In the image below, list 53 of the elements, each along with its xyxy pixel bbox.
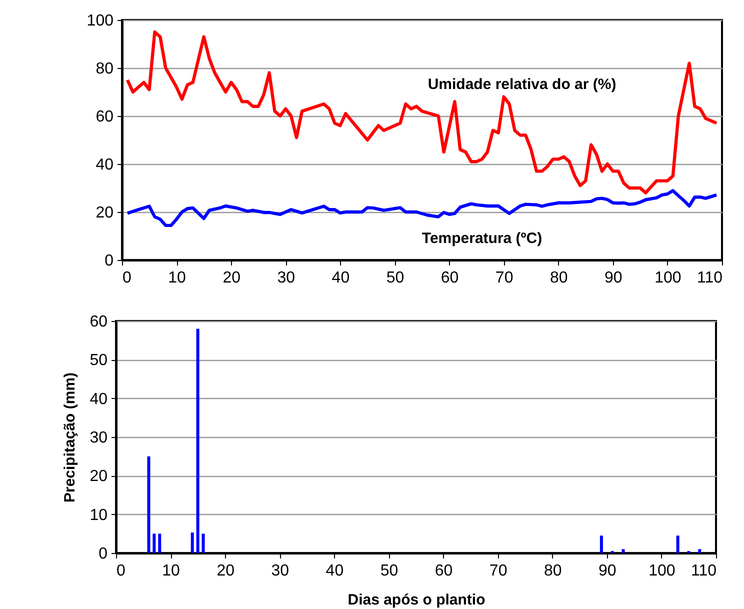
bar — [676, 536, 680, 553]
x-tick-label: 10 — [168, 270, 186, 286]
bar — [147, 456, 150, 553]
y-tick-label: 0 — [104, 252, 114, 270]
x-tick-label: 60 — [434, 562, 453, 580]
bar — [196, 328, 200, 553]
y-tick-label: 0 — [98, 546, 108, 562]
y-tick-label: 50 — [90, 352, 108, 370]
x-tick-label: 80 — [550, 270, 568, 286]
x-tick-label: 70 — [489, 562, 508, 580]
series-label: Temperatura (ºC) — [422, 230, 542, 247]
y-tick-label: 80 — [96, 60, 114, 78]
bar — [152, 534, 156, 553]
line-series — [126, 189, 718, 228]
x-tick-label: 60 — [440, 270, 459, 286]
x-tick-label: 50 — [380, 562, 398, 580]
x-tick-label: 110 — [690, 562, 717, 580]
line-series — [126, 30, 718, 194]
bar — [202, 534, 205, 553]
y-tick-label: 40 — [96, 156, 114, 174]
x-tick-label: 10 — [162, 562, 180, 580]
x-tick-label: 90 — [604, 270, 622, 286]
x-axis-title: Dias após o plantio — [348, 592, 486, 608]
x-tick-label: 80 — [544, 562, 562, 580]
y-tick-label: 20 — [96, 204, 114, 222]
x-tick-label: 20 — [216, 562, 235, 580]
x-tick-label: 40 — [332, 270, 350, 286]
y-tick-label: 40 — [90, 390, 108, 408]
bar — [190, 532, 194, 553]
y-tick-label: 60 — [90, 314, 108, 330]
y-tick-label: 30 — [90, 430, 108, 446]
bar — [600, 536, 603, 553]
x-tick-label: 50 — [386, 270, 404, 286]
x-tick-label: 20 — [222, 270, 241, 286]
x-tick-label: 90 — [598, 562, 616, 580]
bar — [622, 549, 625, 553]
x-tick-label: 100 — [648, 562, 676, 580]
x-tick-label: 100 — [654, 270, 682, 286]
x-tick-label: 0 — [116, 562, 126, 580]
x-tick-label: 40 — [326, 562, 344, 580]
x-tick-label: 70 — [495, 270, 514, 286]
y-tick-label: 60 — [96, 108, 114, 126]
x-tick-label: 0 — [122, 270, 132, 286]
y-tick-label: 100 — [86, 12, 114, 30]
series-label: Umidade relativa do ar (%) — [428, 76, 616, 93]
x-tick-label: 110 — [696, 270, 723, 286]
bar — [698, 549, 702, 553]
y-tick-label: 10 — [90, 506, 108, 524]
bar — [158, 534, 162, 553]
x-tick-label: 30 — [271, 562, 290, 580]
y-axis-title: Precipitação (mm) — [62, 372, 79, 503]
x-tick-label: 30 — [277, 270, 296, 286]
y-tick-label: 20 — [90, 468, 108, 486]
